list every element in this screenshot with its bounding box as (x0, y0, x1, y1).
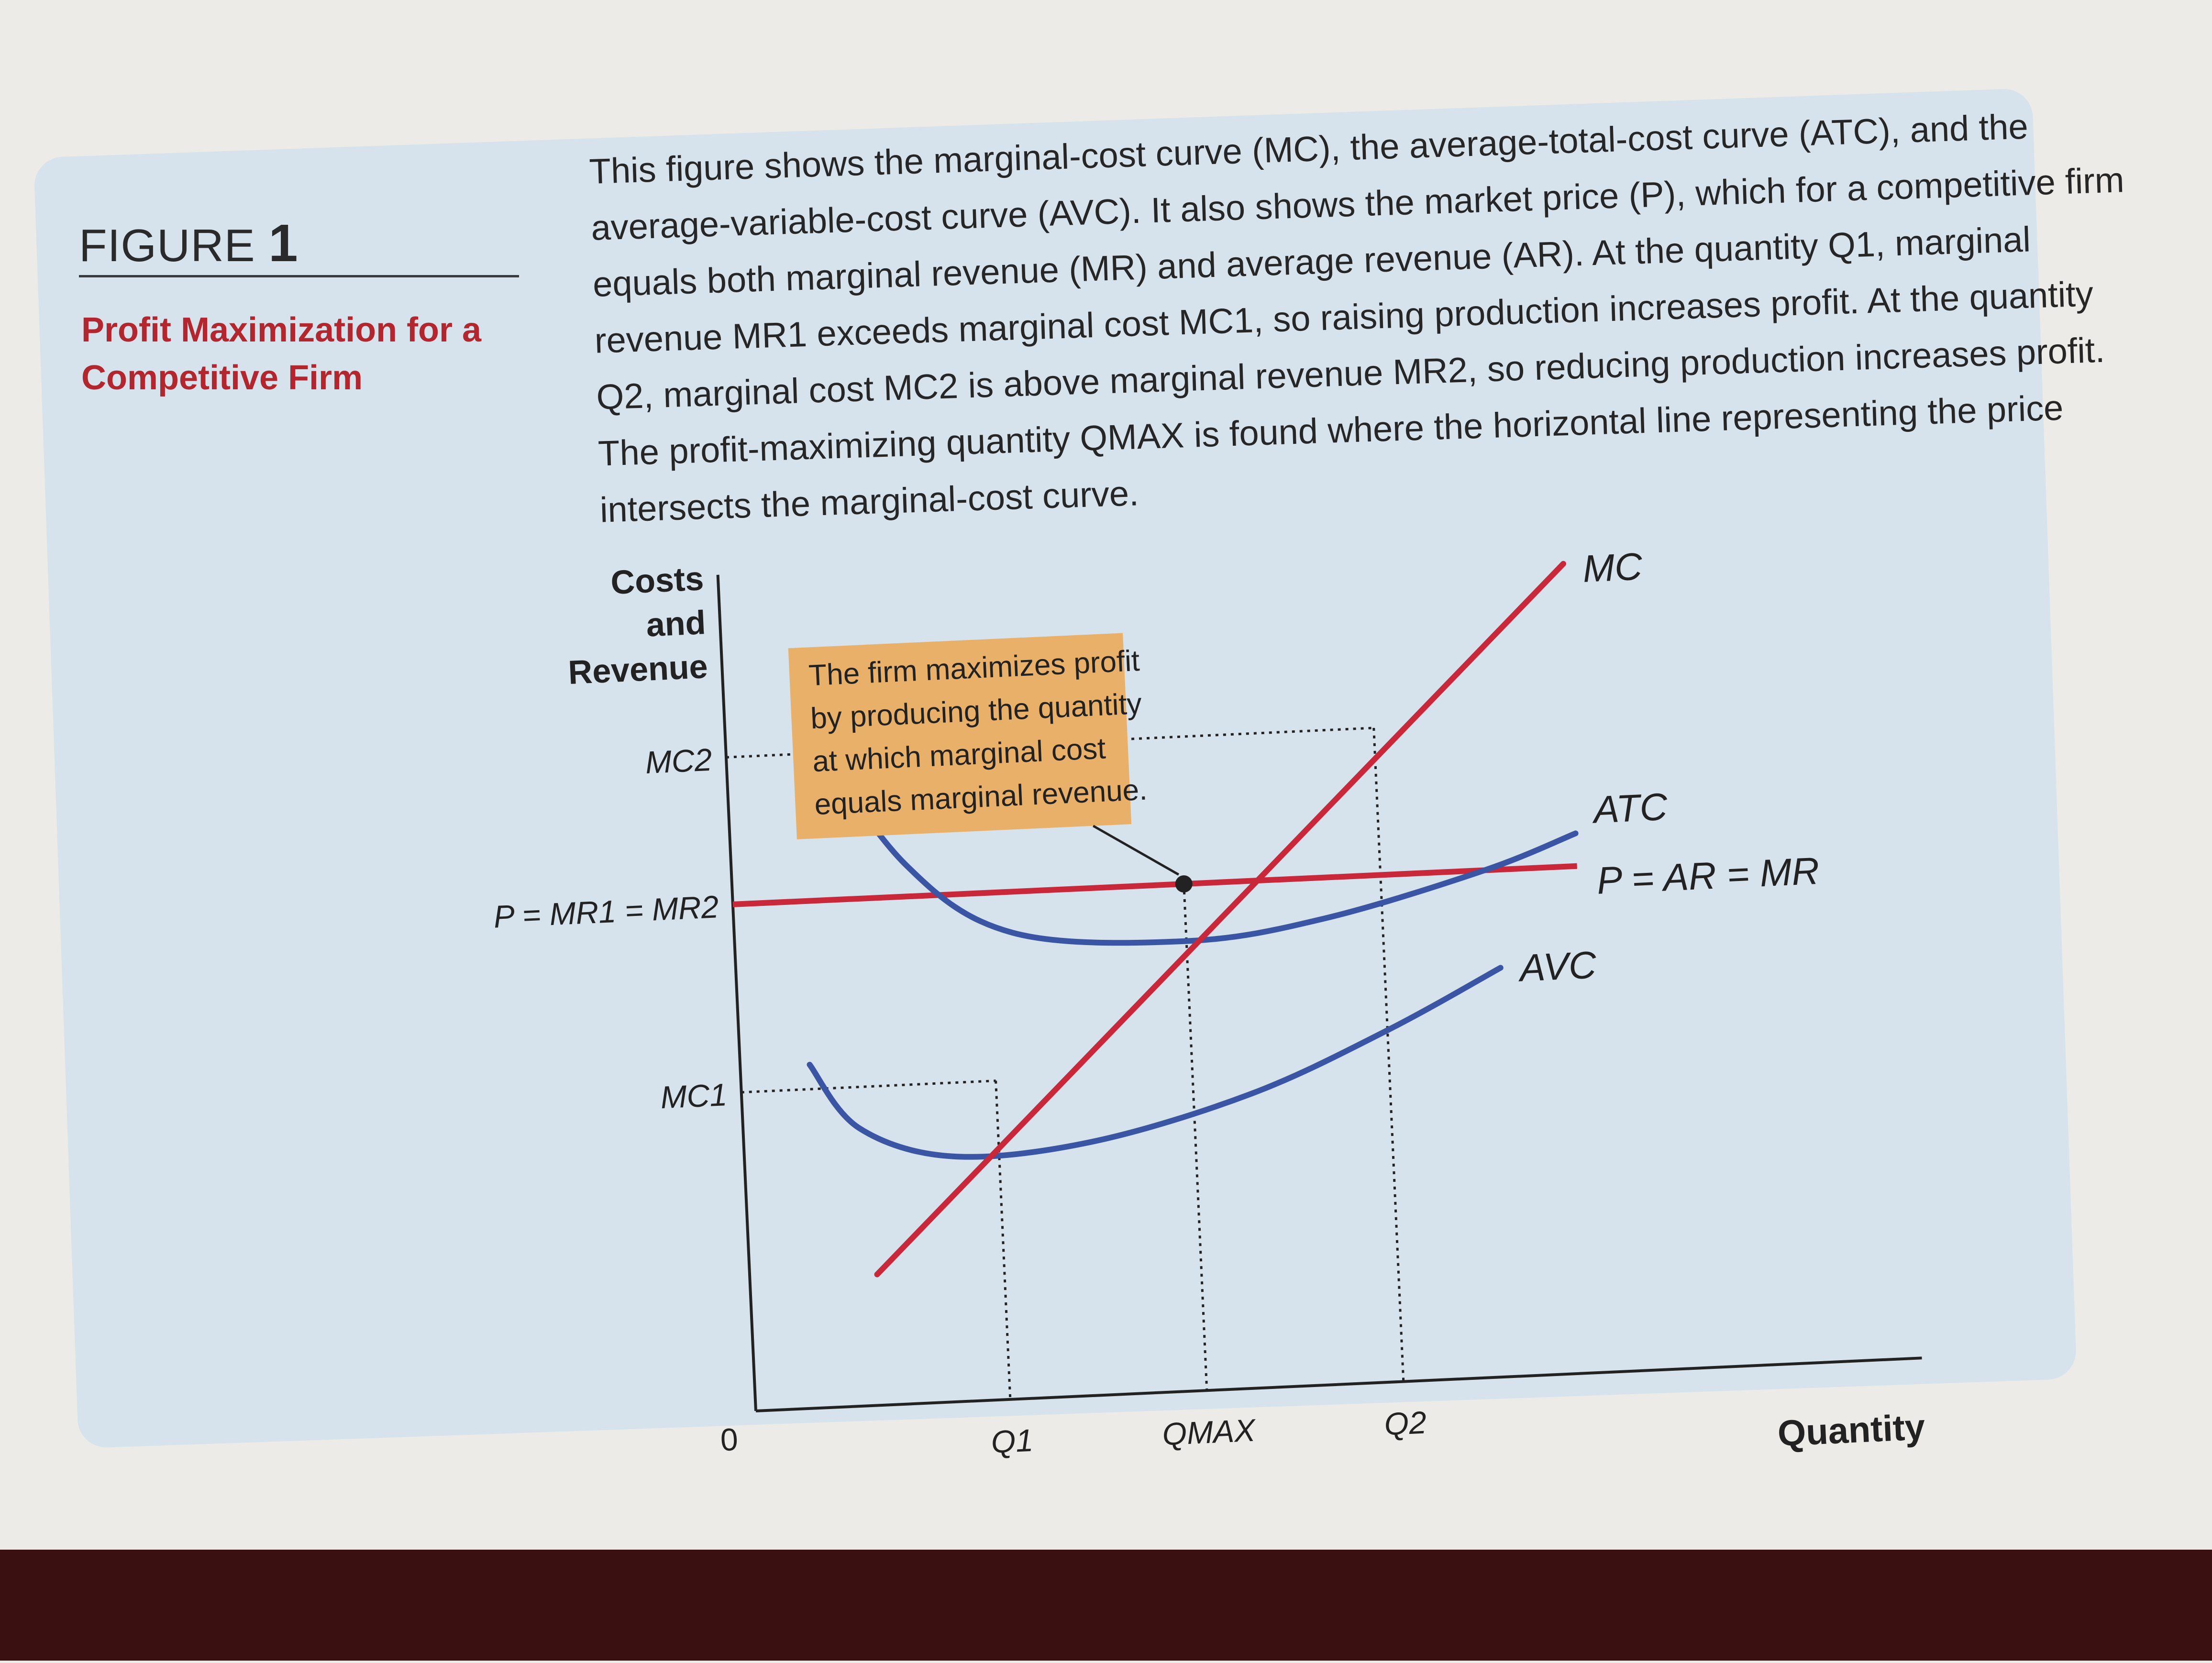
y-tick-label-2: MC1 (660, 1077, 728, 1115)
y-tick-label-1: P = MR1 = MR2 (493, 889, 719, 934)
figure-number: 1 (268, 214, 299, 273)
page-edge (0, 1550, 2212, 1661)
y-axis-title-line: Revenue (567, 648, 708, 691)
x-tick-label-0: Q1 (990, 1422, 1034, 1460)
y-axis-title-line: Costs (610, 560, 705, 601)
x-tick-label-1: QMAX (1161, 1412, 1257, 1452)
atc-curve (803, 726, 1579, 946)
figure-subtitle: Profit Maximization for a Competitive Fi… (81, 311, 482, 397)
figure-rule (79, 275, 519, 277)
label-mc: MC (1582, 545, 1644, 590)
callout-pointer (1092, 825, 1180, 876)
x-axis (755, 1356, 1922, 1412)
guide-v-2 (1372, 727, 1405, 1382)
guide-h-2 (741, 1079, 996, 1094)
y-tick-label-0: MC2 (644, 742, 713, 780)
guide-v-1 (1183, 883, 1208, 1391)
figure-label: FIGURE 1 (79, 213, 299, 274)
mc-line (874, 561, 1566, 1278)
figure-label-text: FIGURE (79, 220, 255, 271)
label-avc: AVC (1517, 943, 1598, 989)
guide-v-0 (995, 1080, 1012, 1399)
x-tick-label-2: Q2 (1383, 1404, 1427, 1442)
origin-label: 0 (719, 1421, 739, 1458)
x-axis-title: Quantity (1777, 1407, 1926, 1454)
price-line (732, 863, 1577, 907)
callout-box (788, 633, 1132, 839)
y-axis-title: CostsandRevenue (564, 560, 708, 691)
profit-max-point (1175, 875, 1193, 893)
label-atc: ATC (1591, 785, 1669, 831)
label-price: P = AR = MR (1596, 849, 1820, 902)
avc-curve (807, 965, 1504, 1160)
y-axis (716, 574, 757, 1411)
y-axis-title-line: and (645, 604, 707, 644)
